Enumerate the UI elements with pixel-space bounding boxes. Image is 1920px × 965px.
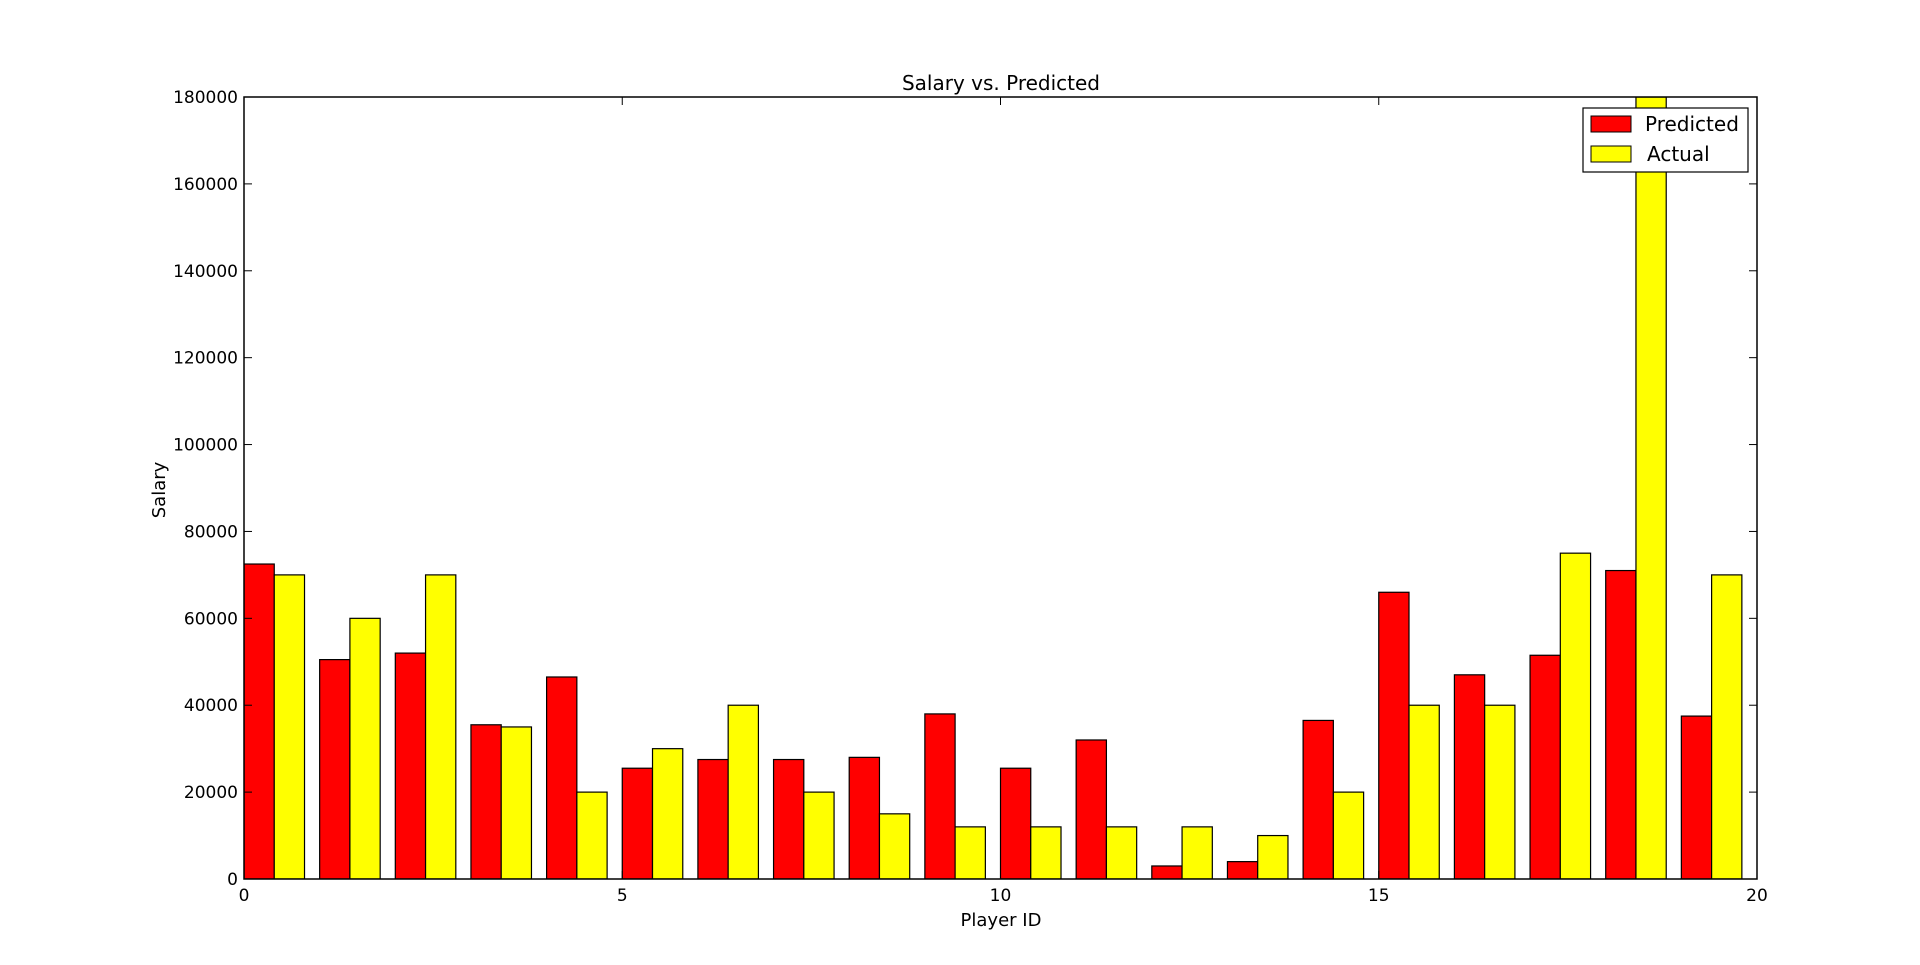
legend-label-actual: Actual [1647, 142, 1710, 166]
chart-title: Salary vs. Predicted [902, 71, 1100, 95]
y-tick-label: 140000 [173, 262, 238, 282]
bar-predicted-3 [470, 724, 502, 879]
x-tick-label: 20 [1746, 886, 1768, 906]
bar-predicted-7 [772, 758, 805, 879]
bar-predicted-8 [848, 756, 881, 879]
y-tick-label: 100000 [173, 436, 238, 456]
bar-actual-3 [500, 726, 533, 879]
bar-predicted-19 [1680, 715, 1713, 879]
bar-actual-10 [1030, 826, 1062, 879]
y-tick-label: 120000 [173, 349, 238, 369]
legend-label-predicted: Predicted [1645, 112, 1739, 136]
y-tick-label: 20000 [184, 783, 238, 803]
bar-predicted-2 [394, 652, 427, 879]
bar-actual-1 [349, 617, 381, 879]
bar-predicted-15 [1378, 591, 1410, 879]
bar-predicted-12 [1151, 865, 1183, 879]
bar-predicted-5 [621, 767, 654, 879]
bar-actual-16 [1484, 704, 1516, 879]
legend: Predicted Actual [1582, 107, 1749, 173]
x-tick-label: 15 [1368, 886, 1390, 906]
bar-actual-15 [1408, 704, 1440, 879]
bar-predicted-16 [1453, 674, 1486, 879]
axis-ticks: 0 5 10 15 20 0 20000 40000 60000 80000 100000 12000… [173, 88, 1768, 906]
legend-swatch-actual [1590, 145, 1632, 163]
bar-actual-17 [1559, 552, 1592, 879]
x-tick-label: 10 [990, 886, 1012, 906]
bar-actual-9 [954, 826, 986, 879]
bar-predicted-13 [1226, 861, 1259, 879]
bar-actual-6 [727, 704, 760, 879]
y-axis-label: Salary [149, 461, 170, 518]
y-tick-label: 0 [227, 870, 238, 890]
bars-layer [244, 97, 1743, 879]
bar-predicted-6 [697, 758, 729, 879]
x-tick-label: 5 [617, 886, 628, 906]
bar-actual-0 [273, 574, 306, 879]
bar-predicted-1 [319, 659, 351, 879]
y-tick-label: 160000 [173, 175, 238, 195]
bar-actual-11 [1105, 826, 1138, 879]
bar-actual-8 [878, 813, 911, 879]
y-tick-label: 180000 [173, 88, 238, 108]
bar-actual-14 [1332, 791, 1365, 879]
bar-predicted-17 [1529, 654, 1561, 879]
legend-swatch-predicted [1590, 115, 1632, 133]
bar-actual-12 [1181, 826, 1213, 879]
bar-actual-13 [1257, 834, 1289, 879]
bar-actual-4 [576, 791, 608, 879]
bar-actual-2 [424, 574, 457, 879]
bar-predicted-0 [244, 563, 275, 879]
y-tick-label: 60000 [184, 609, 238, 629]
y-tick-label: 40000 [184, 696, 238, 716]
bar-predicted-14 [1302, 719, 1334, 879]
bar-actual-18 [1635, 97, 1667, 879]
y-tick-label: 80000 [184, 522, 238, 542]
bar-predicted-10 [999, 767, 1032, 879]
bar-actual-19 [1711, 574, 1743, 879]
x-axis-label: Player ID [961, 910, 1042, 931]
bar-predicted-11 [1075, 739, 1108, 879]
bar-actual-5 [651, 748, 684, 879]
bar-predicted-18 [1605, 569, 1637, 879]
x-tick-label: 0 [239, 886, 250, 906]
bar-actual-7 [803, 791, 835, 879]
bar-predicted-4 [545, 676, 578, 879]
bar-predicted-9 [924, 713, 956, 879]
